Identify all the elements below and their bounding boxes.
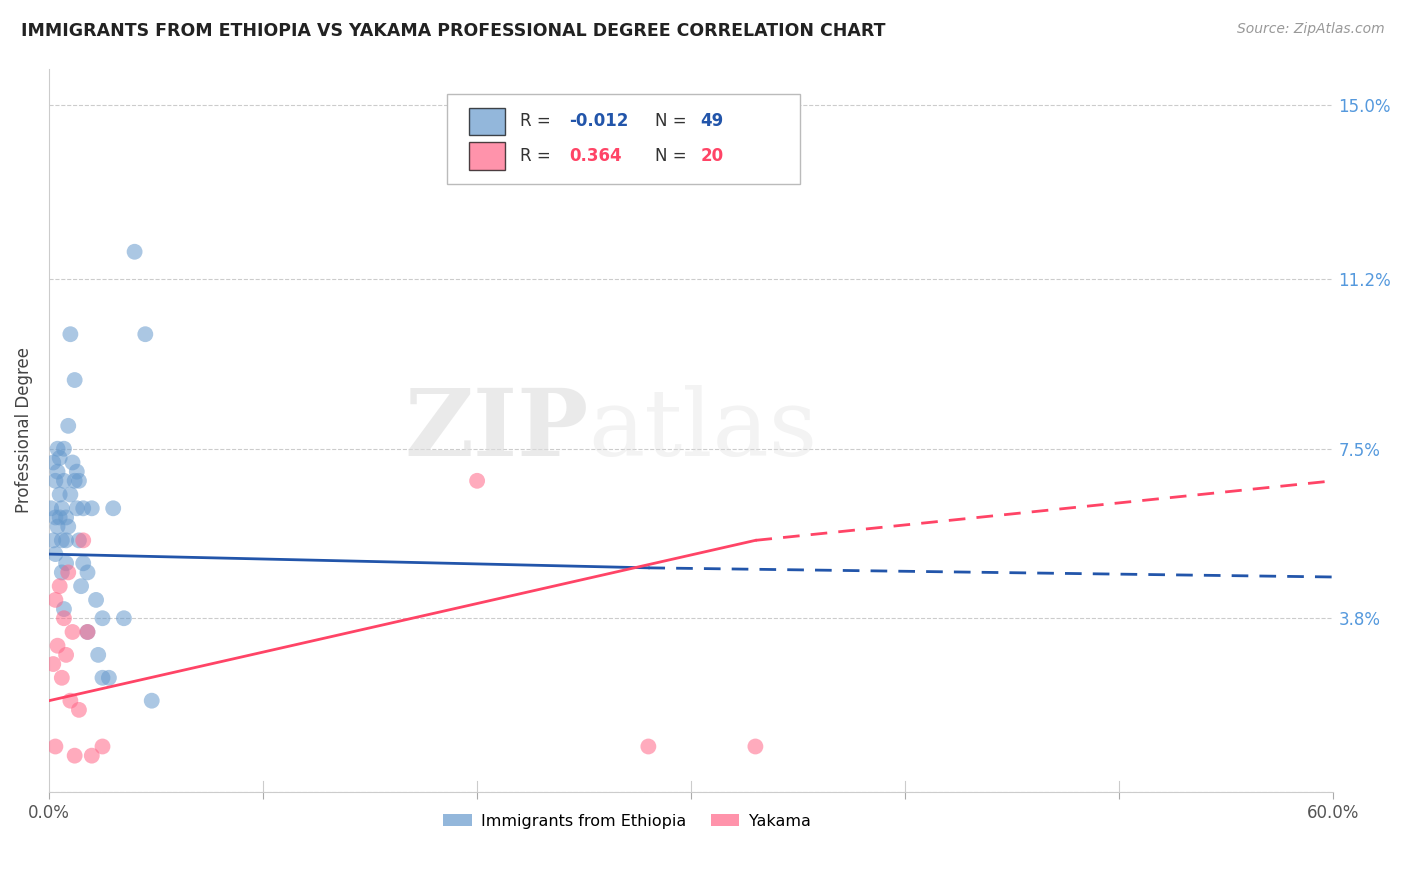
Point bbox=[55, 510, 77, 524]
Point bbox=[76, 566, 98, 580]
Point bbox=[48, 510, 70, 524]
Point bbox=[744, 739, 766, 754]
Point bbox=[59, 694, 82, 708]
Point bbox=[80, 748, 103, 763]
Point bbox=[59, 487, 82, 501]
Point bbox=[465, 474, 488, 488]
Point bbox=[44, 474, 66, 488]
Point bbox=[63, 474, 86, 488]
Point bbox=[44, 739, 66, 754]
Point bbox=[637, 739, 659, 754]
Text: IMMIGRANTS FROM ETHIOPIA VS YAKAMA PROFESSIONAL DEGREE CORRELATION CHART: IMMIGRANTS FROM ETHIOPIA VS YAKAMA PROFE… bbox=[21, 22, 886, 40]
Point bbox=[91, 739, 114, 754]
Point bbox=[58, 566, 80, 580]
Point bbox=[67, 703, 90, 717]
Point bbox=[46, 639, 69, 653]
Point bbox=[42, 533, 65, 548]
Point bbox=[59, 327, 82, 342]
Point bbox=[72, 501, 94, 516]
Text: atlas: atlas bbox=[589, 385, 818, 475]
Point bbox=[637, 121, 659, 136]
Text: 20: 20 bbox=[700, 147, 723, 165]
Point bbox=[48, 579, 70, 593]
Point bbox=[66, 501, 89, 516]
Text: -0.012: -0.012 bbox=[569, 112, 628, 130]
Text: Source: ZipAtlas.com: Source: ZipAtlas.com bbox=[1237, 22, 1385, 37]
Point bbox=[52, 602, 75, 616]
FancyBboxPatch shape bbox=[470, 143, 505, 169]
Point bbox=[51, 501, 73, 516]
Text: ZIP: ZIP bbox=[404, 385, 589, 475]
Point bbox=[80, 501, 103, 516]
Point bbox=[51, 671, 73, 685]
Text: N =: N = bbox=[655, 147, 692, 165]
Point bbox=[124, 244, 146, 259]
Point bbox=[51, 566, 73, 580]
Point bbox=[66, 465, 89, 479]
Point bbox=[97, 671, 120, 685]
Point bbox=[52, 474, 75, 488]
Point bbox=[62, 624, 84, 639]
Legend: Immigrants from Ethiopia, Yakama: Immigrants from Ethiopia, Yakama bbox=[437, 807, 817, 835]
Point bbox=[63, 748, 86, 763]
Point bbox=[58, 519, 80, 533]
Text: 49: 49 bbox=[700, 112, 724, 130]
Text: R =: R = bbox=[520, 112, 557, 130]
Point bbox=[51, 533, 73, 548]
Point bbox=[134, 327, 156, 342]
Point bbox=[67, 533, 90, 548]
Point bbox=[44, 593, 66, 607]
Point bbox=[112, 611, 135, 625]
Point bbox=[87, 648, 110, 662]
Point bbox=[46, 442, 69, 456]
Point bbox=[91, 611, 114, 625]
Point bbox=[42, 455, 65, 469]
FancyBboxPatch shape bbox=[447, 94, 800, 185]
Point bbox=[55, 556, 77, 570]
Point bbox=[39, 501, 62, 516]
Text: R =: R = bbox=[520, 147, 557, 165]
Point bbox=[84, 593, 107, 607]
Point bbox=[55, 533, 77, 548]
Text: 0.364: 0.364 bbox=[569, 147, 621, 165]
Point bbox=[141, 694, 163, 708]
Point bbox=[48, 487, 70, 501]
Point bbox=[67, 474, 90, 488]
Point bbox=[62, 455, 84, 469]
Point bbox=[52, 611, 75, 625]
Point bbox=[63, 373, 86, 387]
Text: N =: N = bbox=[655, 112, 692, 130]
FancyBboxPatch shape bbox=[470, 108, 505, 135]
Point bbox=[52, 442, 75, 456]
Point bbox=[55, 648, 77, 662]
Point bbox=[46, 519, 69, 533]
Point bbox=[44, 547, 66, 561]
Point bbox=[76, 624, 98, 639]
Point bbox=[76, 624, 98, 639]
Point bbox=[46, 465, 69, 479]
Point bbox=[70, 579, 93, 593]
Point bbox=[91, 671, 114, 685]
Point bbox=[72, 533, 94, 548]
Y-axis label: Professional Degree: Professional Degree bbox=[15, 347, 32, 514]
Point bbox=[72, 556, 94, 570]
Point bbox=[44, 510, 66, 524]
Point bbox=[48, 450, 70, 465]
Point bbox=[58, 418, 80, 433]
Point bbox=[103, 501, 125, 516]
Point bbox=[42, 657, 65, 671]
